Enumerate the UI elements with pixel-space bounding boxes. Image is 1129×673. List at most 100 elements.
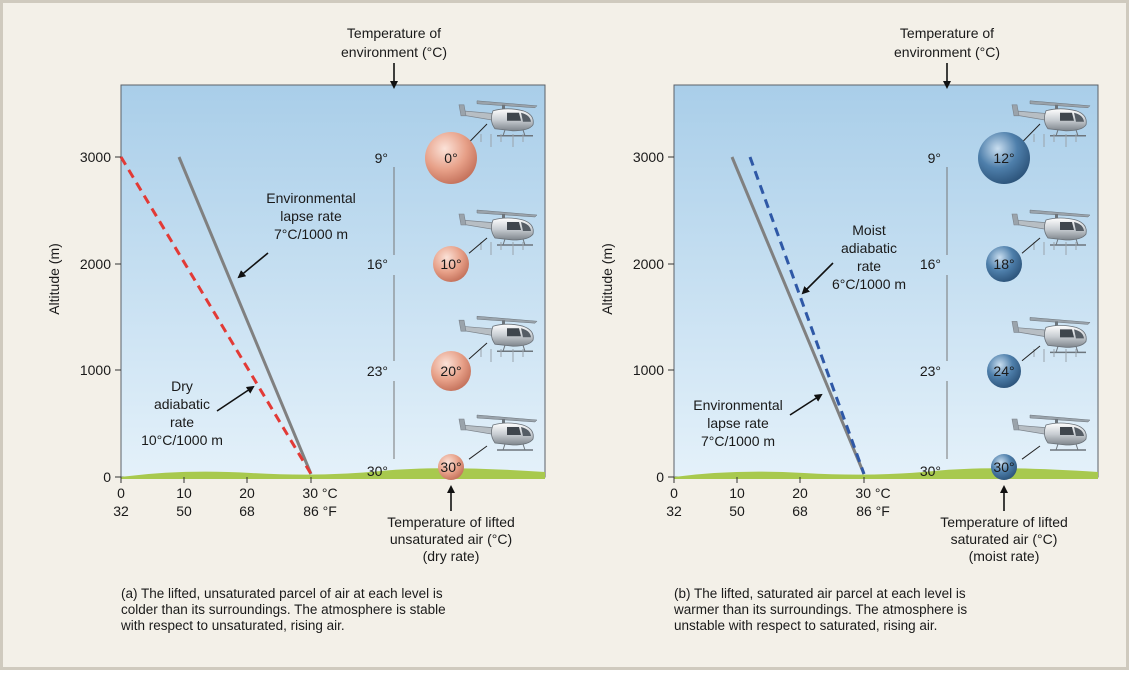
x-tick-label-celsius: 0 xyxy=(670,485,678,501)
helicopter-icon xyxy=(1011,100,1091,137)
parcel-temp-value: 30° xyxy=(440,459,461,475)
helicopter-icon xyxy=(458,315,538,352)
y-tick-label: 2000 xyxy=(80,256,111,272)
helicopter-skid-strut xyxy=(502,443,506,451)
y-tick-label: 1000 xyxy=(80,362,111,378)
helicopter-rotor xyxy=(1029,317,1091,325)
helicopter-mast xyxy=(1055,214,1058,220)
helicopter-windshield xyxy=(521,112,531,122)
helicopter-skid-strut xyxy=(1055,443,1059,451)
tether-line xyxy=(468,237,488,254)
x-tick-label-celsius: 20 xyxy=(792,485,808,501)
adiabatic-rate-line xyxy=(748,156,866,475)
adiabatic-rate-label: Moist xyxy=(852,222,886,238)
x-tick-label-fahrenheit: 32 xyxy=(113,503,129,519)
helicopter-skid-strut xyxy=(1055,346,1059,353)
adiabatic-rate-label: adiabatic xyxy=(841,240,897,256)
x-tick-label-fahrenheit: 86 °F xyxy=(303,503,337,519)
x-tick-label-celsius: 0 xyxy=(117,485,125,501)
helicopter-fin xyxy=(1011,213,1020,226)
env-temp-value: 23° xyxy=(920,363,941,379)
helicopter-fin xyxy=(458,319,467,332)
helicopter-skid-strut xyxy=(1075,238,1079,246)
air-parcel-icon xyxy=(986,246,1022,282)
y-tick-label: 3000 xyxy=(633,149,664,165)
helicopter-window xyxy=(507,427,521,435)
x-tick-label-celsius: 30 °C xyxy=(302,485,337,501)
helicopter-window xyxy=(507,112,521,121)
helicopter-fin xyxy=(458,213,467,226)
environmental-lapse-label: Environmental xyxy=(693,397,783,413)
parcel-temp-label: (moist rate) xyxy=(969,548,1040,564)
helicopter-fin xyxy=(458,418,467,431)
x-tick-label-fahrenheit: 68 xyxy=(239,503,255,519)
helicopter-icon xyxy=(458,414,538,451)
helicopter-fin xyxy=(458,104,467,117)
caption-b-line: warmer than its surroundings. The atmosp… xyxy=(674,602,968,617)
env-temp-value: 16° xyxy=(367,256,388,272)
air-parcel-icon xyxy=(433,246,469,282)
air-parcel-icon xyxy=(991,454,1017,480)
helicopter-rotor xyxy=(1029,100,1091,109)
x-tick-label-fahrenheit: 50 xyxy=(729,503,745,519)
helicopter-windshield xyxy=(1074,222,1084,231)
air-parcel-icon xyxy=(978,132,1030,184)
adiabatic-rate-label: rate xyxy=(857,258,881,274)
helicopter-skid-strut xyxy=(1055,238,1059,246)
tether-line xyxy=(1021,345,1041,362)
arrow-icon xyxy=(237,252,269,279)
helicopter-fin xyxy=(1011,321,1020,333)
helicopter-rotor xyxy=(476,100,538,109)
helicopter-mast xyxy=(502,214,505,220)
y-tick-label: 0 xyxy=(103,469,111,485)
helicopter-skid-strut xyxy=(522,443,526,451)
helicopter-mast xyxy=(1055,321,1058,328)
env-temp-label: Temperature of xyxy=(900,25,994,41)
helicopter-window xyxy=(1060,427,1074,435)
helicopter-skid-strut xyxy=(502,238,506,246)
helicopter-window xyxy=(507,328,521,337)
helicopter-window xyxy=(1060,112,1074,121)
env-temp-value: 30° xyxy=(920,463,941,479)
x-tick-label-celsius: 10 xyxy=(176,485,192,501)
environmental-lapse-label: Environmental xyxy=(266,190,356,206)
helicopter-windshield xyxy=(521,328,531,338)
helicopter-skid-strut xyxy=(522,129,526,136)
env-temp-value: 16° xyxy=(920,256,941,272)
parcel-temp-label: Temperature of lifted xyxy=(387,514,515,530)
x-tick-label-fahrenheit: 32 xyxy=(666,503,682,519)
tether-line xyxy=(1021,445,1041,460)
parcel-temp-value: 24° xyxy=(993,363,1014,379)
helicopter-window xyxy=(1060,329,1074,338)
helicopter-mast xyxy=(502,419,505,425)
parcel-temp-value: 30° xyxy=(993,459,1014,475)
x-tick-label-celsius: 10 xyxy=(729,485,745,501)
helicopter-rotor xyxy=(476,209,538,218)
adiabatic-rate-label: 6°C/1000 m xyxy=(832,276,906,292)
parcel-temp-value: 18° xyxy=(993,256,1014,272)
helicopter-skid-strut xyxy=(1075,346,1079,353)
tether-line xyxy=(1021,237,1041,254)
helicopter-rotor xyxy=(1029,414,1091,423)
helicopter-icon xyxy=(1011,209,1091,246)
y-tick-label: 0 xyxy=(656,469,664,485)
caption-b-line: (b) The lifted, saturated air parcel at … xyxy=(674,586,966,601)
parcel-temp-label: Temperature of lifted xyxy=(940,514,1068,530)
parcel-temp-value: 20° xyxy=(440,363,461,379)
tether-line xyxy=(468,342,488,360)
env-temp-value: 9° xyxy=(375,150,388,166)
adiabatic-rate-line xyxy=(119,156,313,475)
caption-b-line: unstable with respect to saturated, risi… xyxy=(674,618,938,633)
environmental-lapse-line xyxy=(730,156,866,475)
environmental-lapse-label: 7°C/1000 m xyxy=(701,433,775,449)
env-temp-label: environment (°C) xyxy=(894,44,1000,60)
helicopter-skid-strut xyxy=(522,345,526,352)
helicopter-skid-strut xyxy=(502,345,506,352)
environmental-lapse-label: lapse rate xyxy=(707,415,769,431)
adiabatic-rate-label: 10°C/1000 m xyxy=(141,432,223,448)
helicopter-skid-strut xyxy=(1055,129,1059,136)
env-temp-value: 9° xyxy=(928,150,941,166)
parcel-temp-value: 0° xyxy=(444,150,457,166)
helicopter-rotor xyxy=(476,315,538,324)
